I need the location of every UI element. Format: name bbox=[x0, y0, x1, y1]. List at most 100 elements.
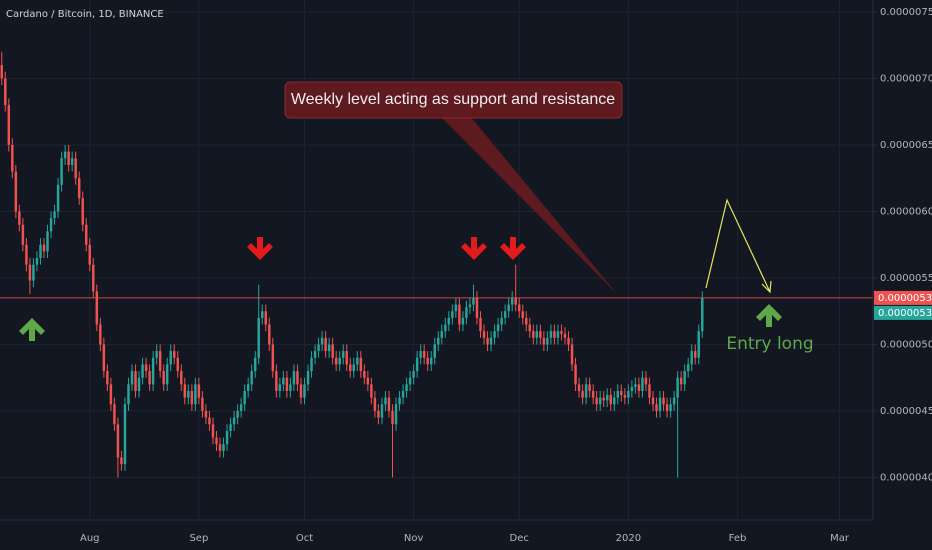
candle-body bbox=[598, 397, 602, 405]
candle-body bbox=[14, 171, 18, 212]
candle-body bbox=[268, 324, 271, 345]
candle-body bbox=[373, 397, 377, 411]
candle-body bbox=[574, 364, 577, 385]
candle-body bbox=[486, 337, 489, 345]
candle-body bbox=[60, 158, 63, 185]
candle-body bbox=[25, 244, 28, 265]
candle-body bbox=[676, 377, 679, 398]
candle-body bbox=[292, 371, 296, 385]
candle-body bbox=[28, 264, 32, 281]
x-tick-label: Aug bbox=[80, 533, 100, 544]
candle-body bbox=[648, 384, 651, 398]
candle-body bbox=[246, 384, 250, 391]
candle-body bbox=[690, 351, 693, 365]
candle-body bbox=[605, 394, 609, 401]
candle-body bbox=[637, 384, 641, 391]
y-tick-label: 0.00000750 bbox=[880, 7, 932, 18]
candle-body bbox=[229, 424, 232, 431]
price-axis-bg bbox=[873, 0, 932, 550]
candle-body bbox=[120, 457, 123, 465]
candle-body bbox=[197, 384, 201, 398]
overlay: Weekly level acting as support and resis… bbox=[19, 81, 814, 354]
candle-body bbox=[236, 410, 239, 418]
candle-body bbox=[250, 371, 253, 385]
candle-body bbox=[570, 344, 574, 365]
down-arrow bbox=[500, 237, 526, 260]
candle-body bbox=[222, 444, 225, 451]
x-tick-label: Dec bbox=[510, 533, 529, 544]
x-tick-label: Nov bbox=[404, 533, 424, 544]
candle-body bbox=[577, 384, 581, 391]
candle-body bbox=[444, 324, 447, 332]
candle-body bbox=[194, 384, 197, 405]
candle-body bbox=[88, 244, 91, 265]
projection-path bbox=[705, 198, 771, 293]
candle-body bbox=[116, 424, 120, 458]
candle-body bbox=[422, 351, 426, 358]
candle-body bbox=[162, 371, 165, 385]
candle-body bbox=[359, 357, 363, 372]
candle-body bbox=[415, 357, 419, 372]
x-tick-label: Oct bbox=[296, 533, 313, 544]
candle-body bbox=[370, 384, 373, 398]
candle-body bbox=[581, 390, 584, 398]
candle-body bbox=[437, 337, 440, 345]
candle-body bbox=[39, 244, 42, 259]
candle-body bbox=[693, 351, 697, 358]
candle-body bbox=[165, 364, 169, 385]
x-tick-label: Sep bbox=[189, 533, 208, 544]
candle-body bbox=[187, 390, 190, 398]
candle-body bbox=[528, 324, 532, 332]
up-arrow bbox=[19, 318, 45, 341]
candle-body bbox=[447, 317, 451, 325]
candle-body bbox=[289, 384, 292, 391]
candle-body bbox=[158, 351, 162, 372]
candle-body bbox=[271, 344, 275, 372]
candle-body bbox=[366, 377, 370, 385]
candle-body bbox=[644, 377, 648, 385]
candle-body bbox=[380, 404, 384, 418]
candle-body bbox=[563, 333, 567, 338]
candle-body bbox=[658, 397, 662, 411]
candle-body bbox=[634, 384, 637, 388]
candle-body bbox=[630, 387, 634, 391]
candle-body bbox=[253, 357, 257, 372]
candle-body bbox=[49, 218, 53, 232]
candle-body bbox=[264, 311, 268, 325]
candle-body bbox=[285, 377, 289, 391]
candle-body bbox=[208, 417, 211, 425]
down-arrow bbox=[247, 237, 273, 260]
candle-body bbox=[204, 410, 208, 418]
candle-body bbox=[398, 397, 401, 405]
x-tick-label: Feb bbox=[729, 533, 747, 544]
candle-body bbox=[356, 357, 359, 365]
candle-body bbox=[546, 337, 549, 345]
candle-body bbox=[85, 224, 88, 245]
candle-body bbox=[591, 390, 595, 398]
candle-body bbox=[173, 351, 176, 358]
candle-body bbox=[130, 371, 134, 385]
candle-body bbox=[458, 304, 461, 325]
candle-body bbox=[151, 357, 155, 385]
candle-body bbox=[468, 304, 472, 308]
candle-body bbox=[556, 331, 560, 338]
candle-body bbox=[602, 397, 605, 401]
candle-body bbox=[183, 384, 187, 398]
candle-body bbox=[525, 317, 528, 325]
candle-body bbox=[176, 357, 180, 372]
candle-body bbox=[299, 384, 303, 398]
candle-body bbox=[616, 390, 620, 398]
candle-body bbox=[419, 351, 422, 358]
candle-body bbox=[517, 304, 521, 312]
candle-body bbox=[405, 384, 408, 391]
candle-body bbox=[67, 151, 70, 165]
candle-body bbox=[303, 384, 306, 398]
candle-body bbox=[433, 344, 436, 358]
candle-body bbox=[320, 337, 324, 345]
candle-body bbox=[482, 331, 486, 338]
candle-body bbox=[324, 337, 327, 352]
candle-body bbox=[669, 404, 672, 411]
callout-box bbox=[284, 81, 623, 119]
